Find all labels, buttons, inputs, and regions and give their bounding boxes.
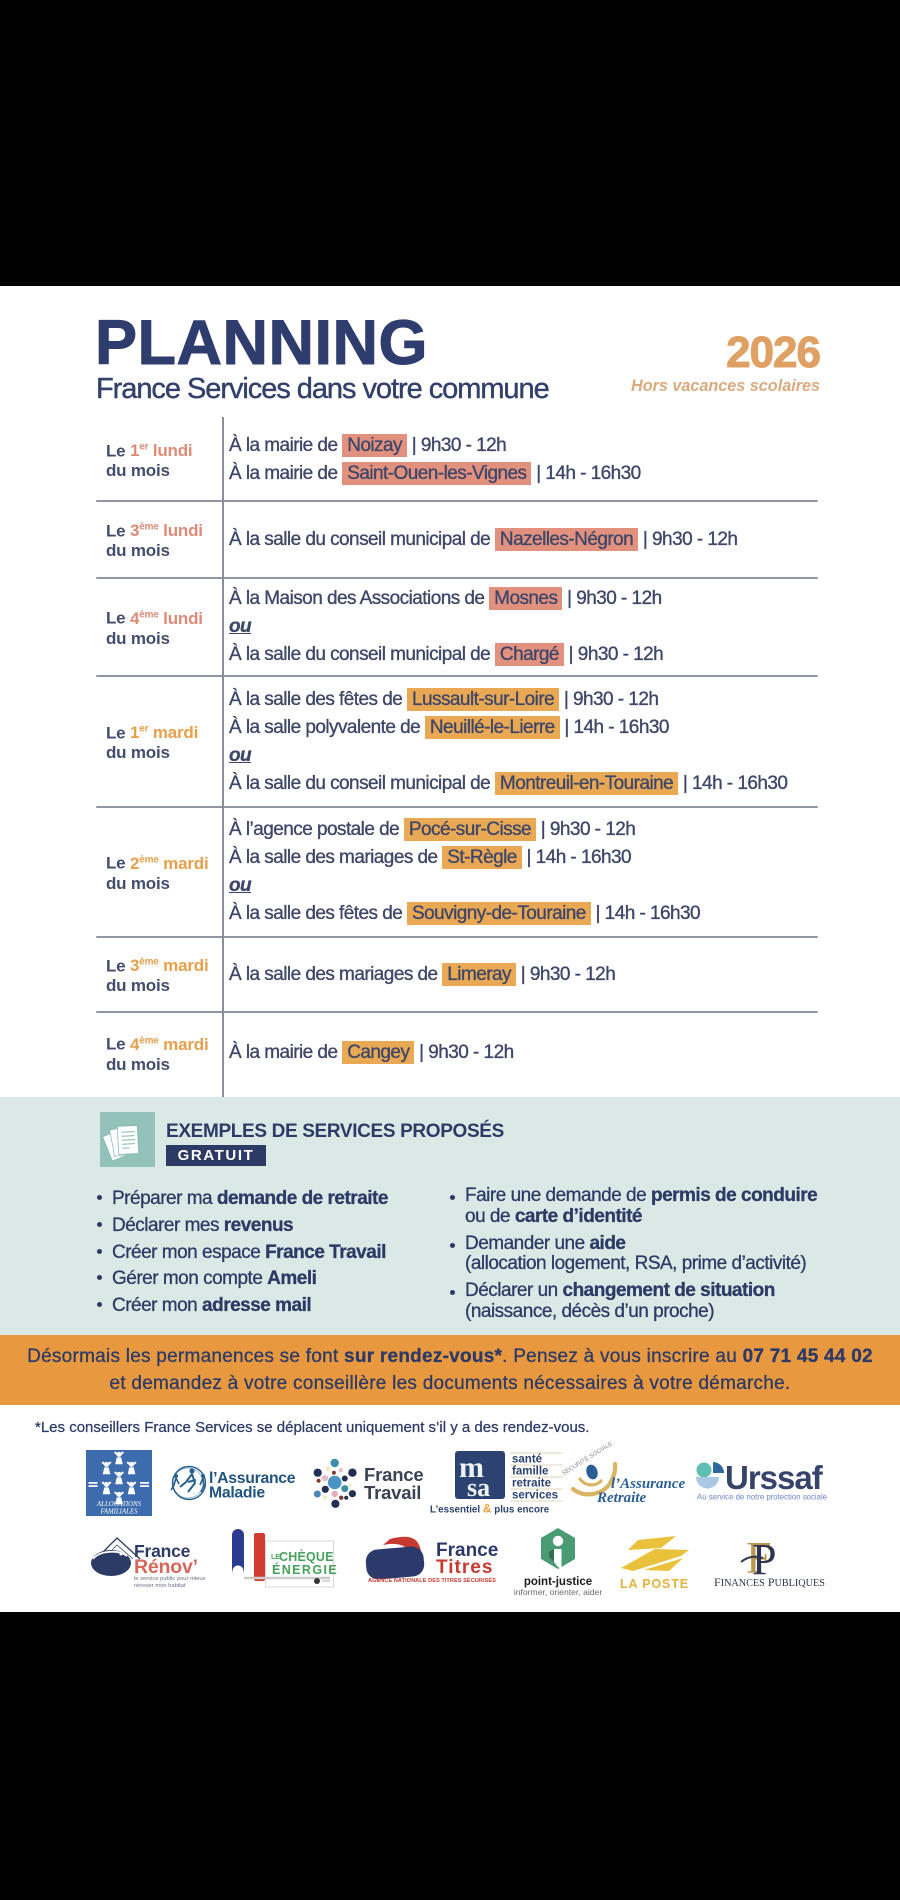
svg-text:Maladie: Maladie bbox=[209, 1485, 265, 1502]
svg-text:Titres: Titres bbox=[436, 1557, 493, 1578]
svg-text:Au service de notre protection: Au service de notre protection sociale bbox=[697, 1493, 827, 1502]
svg-text:le service public pour mieux: le service public pour mieux bbox=[134, 1576, 206, 1582]
svg-text:m: m bbox=[459, 1451, 484, 1484]
svg-text:AGENCE NATIONALE DES TITRES SÉ: AGENCE NATIONALE DES TITRES SÉCURISÉS bbox=[368, 1576, 496, 1584]
svg-text:famille: famille bbox=[512, 1466, 548, 1478]
svg-text:France: France bbox=[364, 1464, 423, 1485]
svg-text:Rénov’: Rénov’ bbox=[134, 1556, 198, 1578]
svg-text:FAMILIALES: FAMILIALES bbox=[100, 1509, 138, 1516]
svg-text:sa: sa bbox=[467, 1473, 490, 1502]
svg-text:Urssaf: Urssaf bbox=[725, 1459, 824, 1496]
svg-text:France: France bbox=[134, 1541, 191, 1561]
svg-text:santé: santé bbox=[512, 1454, 542, 1466]
svg-text:services: services bbox=[512, 1490, 558, 1502]
svg-text:P: P bbox=[752, 1535, 776, 1584]
svg-text:Retraite: Retraite bbox=[596, 1490, 647, 1506]
svg-text:ALLOCATIONS: ALLOCATIONS bbox=[96, 1501, 142, 1508]
svg-text:point-justice: point-justice bbox=[524, 1576, 592, 1588]
svg-text:Travail: Travail bbox=[364, 1482, 421, 1503]
svg-text:l’Assurance: l’Assurance bbox=[611, 1476, 686, 1492]
svg-text:informer, orienter, aider: informer, orienter, aider bbox=[514, 1587, 603, 1597]
svg-text:ÉNERGIE: ÉNERGIE bbox=[272, 1562, 338, 1577]
svg-text:LA POSTE: LA POSTE bbox=[620, 1577, 689, 1591]
svg-text:France: France bbox=[436, 1540, 498, 1561]
svg-text:l’Assurance: l’Assurance bbox=[209, 1470, 296, 1487]
svg-text:CHÈQUE: CHÈQUE bbox=[279, 1549, 334, 1564]
svg-text:FINANCES PUBLIQUES: FINANCES PUBLIQUES bbox=[714, 1575, 825, 1589]
svg-text:LE: LE bbox=[271, 1554, 280, 1561]
svg-text:rénover mon habitat: rénover mon habitat bbox=[134, 1583, 186, 1589]
svg-text:retraite: retraite bbox=[512, 1478, 551, 1490]
svg-text:L’essentiel & plus encore: L’essentiel & plus encore bbox=[430, 1502, 550, 1516]
